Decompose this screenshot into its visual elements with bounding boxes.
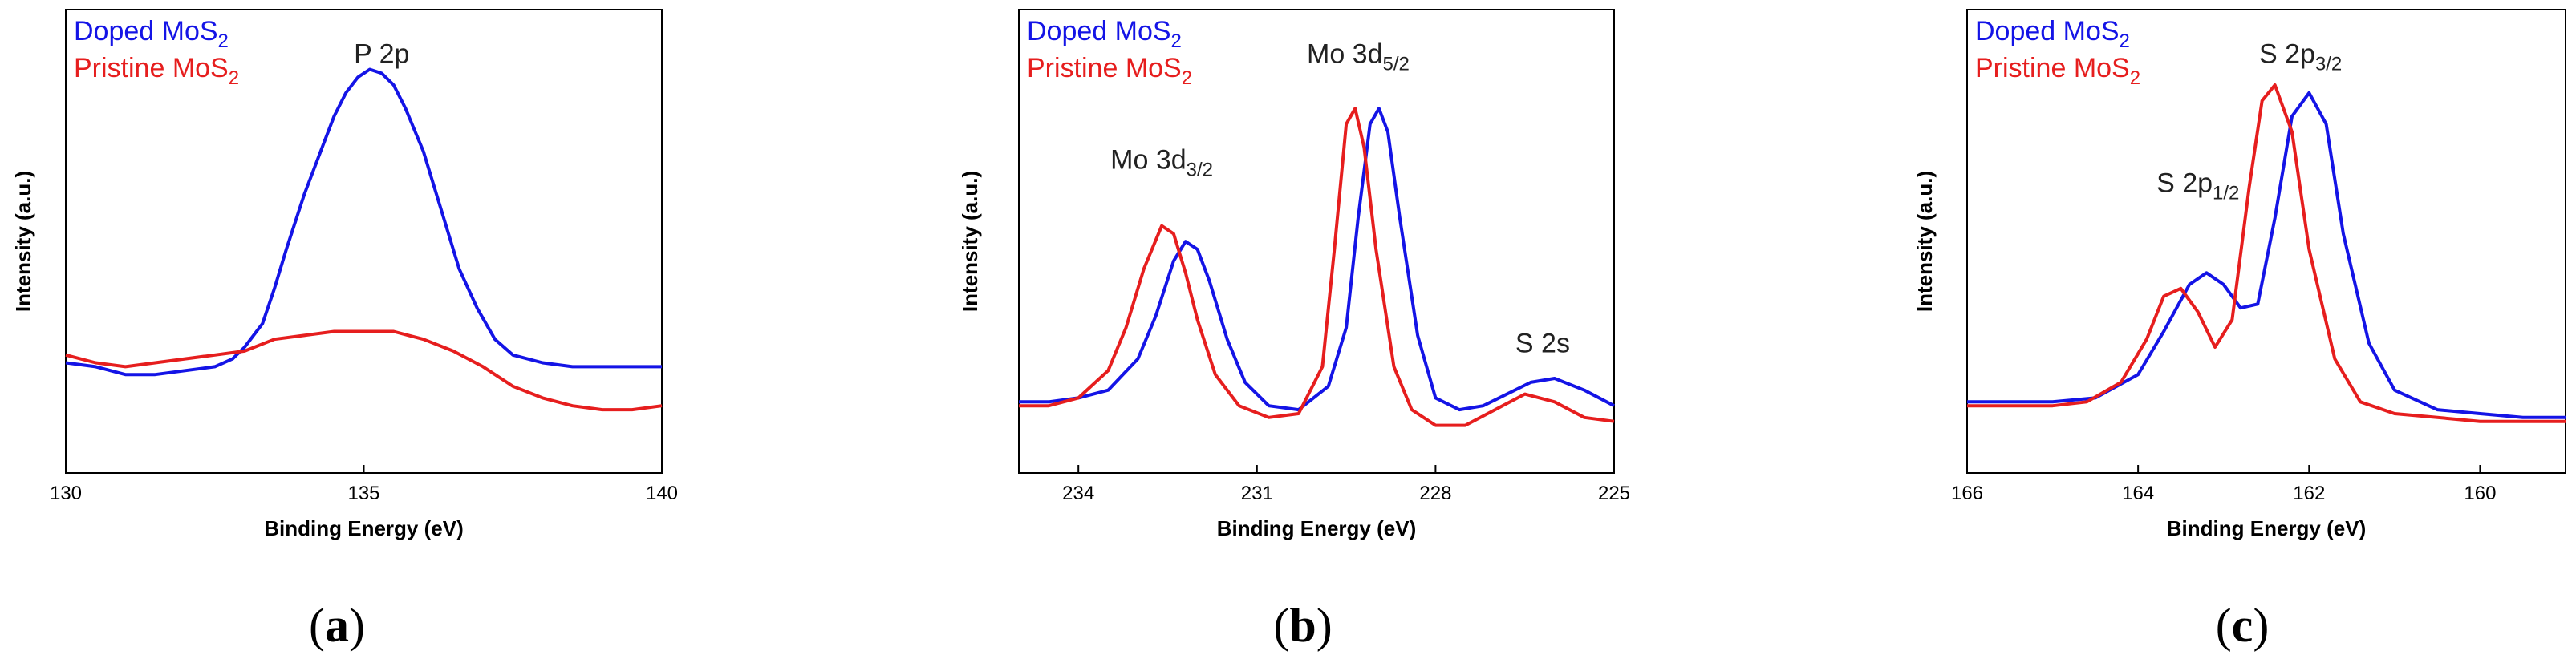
x-tick-label: 231 <box>1241 483 1273 504</box>
peak-annotation: Mo 3d3/2 <box>1110 144 1213 180</box>
panel-caption: (c) <box>2216 599 2270 652</box>
legend-entry: Doped MoS2 <box>1027 16 1182 52</box>
chart-a: 130 135 140 Binding Energy (eV) Intensity (a… <box>11 9 678 652</box>
series-line-doped-mos2 <box>1019 107 1615 412</box>
x-tick-label: 234 <box>1062 483 1094 504</box>
plot-frame <box>1018 9 1615 474</box>
legend-entry: Pristine MoS2 <box>1027 53 1192 89</box>
peak-annotation: P 2p <box>354 39 409 70</box>
chart-c: 166 164 162 160 Binding Energy (eV) Intensity… <box>1913 9 2566 652</box>
x-tick-label: 228 <box>1419 483 1451 504</box>
panel-caption: (a) <box>309 599 365 652</box>
panel-caption: (b) <box>1273 599 1332 652</box>
peak-annotation: S 2p3/2 <box>2259 39 2342 75</box>
plot-frame <box>1966 9 2566 474</box>
x-tick-label: 225 <box>1598 483 1630 504</box>
x-axis-label: Binding Energy (eV) <box>2167 516 2366 540</box>
legend-entry: Doped MoS2 <box>74 16 229 52</box>
series-line-doped-mos2 <box>65 67 662 377</box>
x-tick-label: 130 <box>50 483 82 504</box>
y-axis-label: Intensity (a.u.) <box>1913 171 1937 312</box>
x-axis-label: Binding Energy (eV) <box>264 516 463 540</box>
x-tick-label: 135 <box>347 483 379 504</box>
peak-annotation: Mo 3d5/2 <box>1307 39 1410 75</box>
series-line-pristine-mos2 <box>1967 83 2566 423</box>
y-axis-label: Intensity (a.u.) <box>958 171 982 312</box>
peak-annotation: S 2p1/2 <box>2156 168 2239 204</box>
x-tick-label: 162 <box>2293 483 2325 504</box>
legend-entry: Pristine MoS2 <box>1975 53 2140 89</box>
x-tick-label: 164 <box>2122 483 2154 504</box>
legend-entry: Pristine MoS2 <box>74 53 239 89</box>
chart-b: 234 231 228 225 Binding Energy (eV) Intensity… <box>958 9 1630 652</box>
x-tick-label: 166 <box>1951 483 1983 504</box>
series-line-pristine-mos2 <box>1019 107 1615 427</box>
peak-annotation: S 2s <box>1515 329 1570 359</box>
legend-entry: Doped MoS2 <box>1975 16 2130 52</box>
x-tick-label: 160 <box>2464 483 2496 504</box>
y-axis-label: Intensity (a.u.) <box>11 171 35 312</box>
series-line-pristine-mos2 <box>65 329 663 412</box>
x-axis-label: Binding Energy (eV) <box>1217 516 1416 540</box>
x-tick-label: 140 <box>646 483 678 504</box>
series-line-doped-mos2 <box>1967 91 2566 419</box>
